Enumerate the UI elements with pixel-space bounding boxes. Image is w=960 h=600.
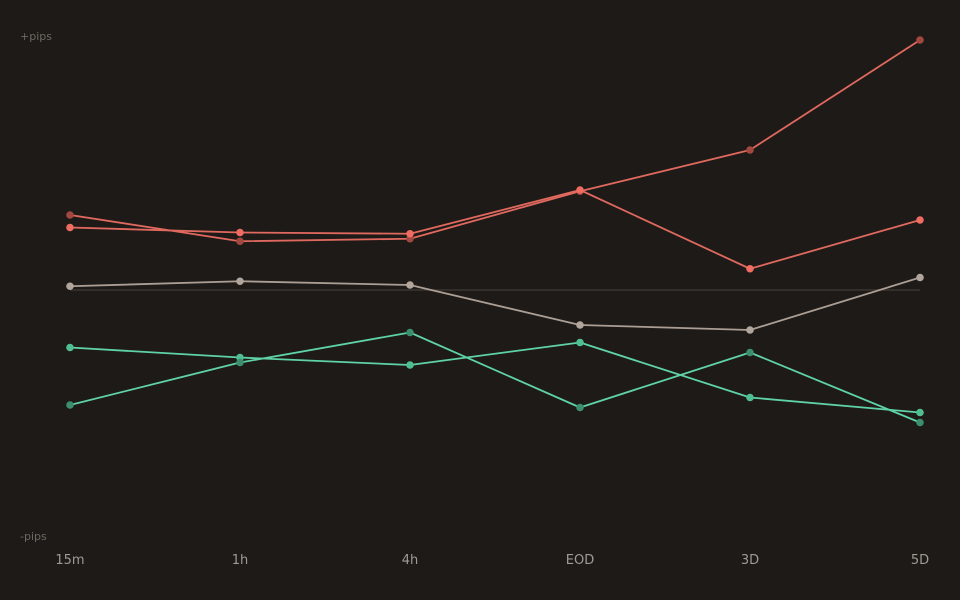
x-tick-label: 1h [232, 553, 249, 568]
data-point[interactable] [576, 321, 584, 329]
data-point[interactable] [746, 393, 754, 402]
data-point[interactable] [236, 228, 244, 237]
data-point[interactable] [916, 216, 924, 224]
data-point[interactable] [236, 237, 244, 246]
series-5 [66, 328, 924, 427]
data-point[interactable] [66, 282, 74, 291]
x-axis-tick-labels: 15m 1h 4h EOD 3D 5D [55, 553, 929, 568]
x-tick-label: 5D [911, 553, 929, 568]
data-point[interactable] [236, 358, 244, 367]
data-point[interactable] [916, 273, 924, 282]
x-tick-label: 3D [741, 553, 759, 568]
series-3 [66, 273, 924, 334]
data-point[interactable] [746, 326, 754, 334]
series-line [69, 331, 921, 424]
data-point[interactable] [576, 186, 584, 194]
series-1 [66, 36, 924, 246]
data-point[interactable] [406, 328, 414, 337]
series-2 [66, 186, 924, 273]
data-point[interactable] [746, 264, 754, 273]
data-point[interactable] [916, 418, 924, 427]
data-point[interactable] [746, 146, 754, 154]
data-point[interactable] [916, 408, 924, 417]
data-point[interactable] [406, 229, 414, 238]
data-point[interactable] [406, 281, 414, 289]
data-point[interactable] [66, 401, 74, 409]
x-tick-label: 15m [55, 553, 84, 568]
series-4 [66, 338, 924, 417]
series-line [69, 341, 921, 414]
series-line [69, 39, 921, 243]
data-point[interactable] [66, 223, 74, 232]
data-point[interactable] [236, 277, 244, 286]
y-axis-bottom-label: -pips [20, 530, 47, 543]
data-point[interactable] [66, 343, 74, 352]
series-line [69, 189, 921, 270]
data-point[interactable] [916, 36, 924, 44]
data-point[interactable] [406, 361, 414, 369]
data-point[interactable] [576, 338, 584, 347]
series-line [69, 276, 921, 331]
data-point[interactable] [66, 211, 74, 219]
data-point[interactable] [746, 348, 754, 357]
series-lines [66, 36, 924, 427]
y-axis-top-label: +pips [20, 30, 52, 43]
x-tick-label: 4h [402, 553, 419, 568]
x-tick-label: EOD [566, 553, 594, 568]
data-point[interactable] [576, 403, 584, 412]
